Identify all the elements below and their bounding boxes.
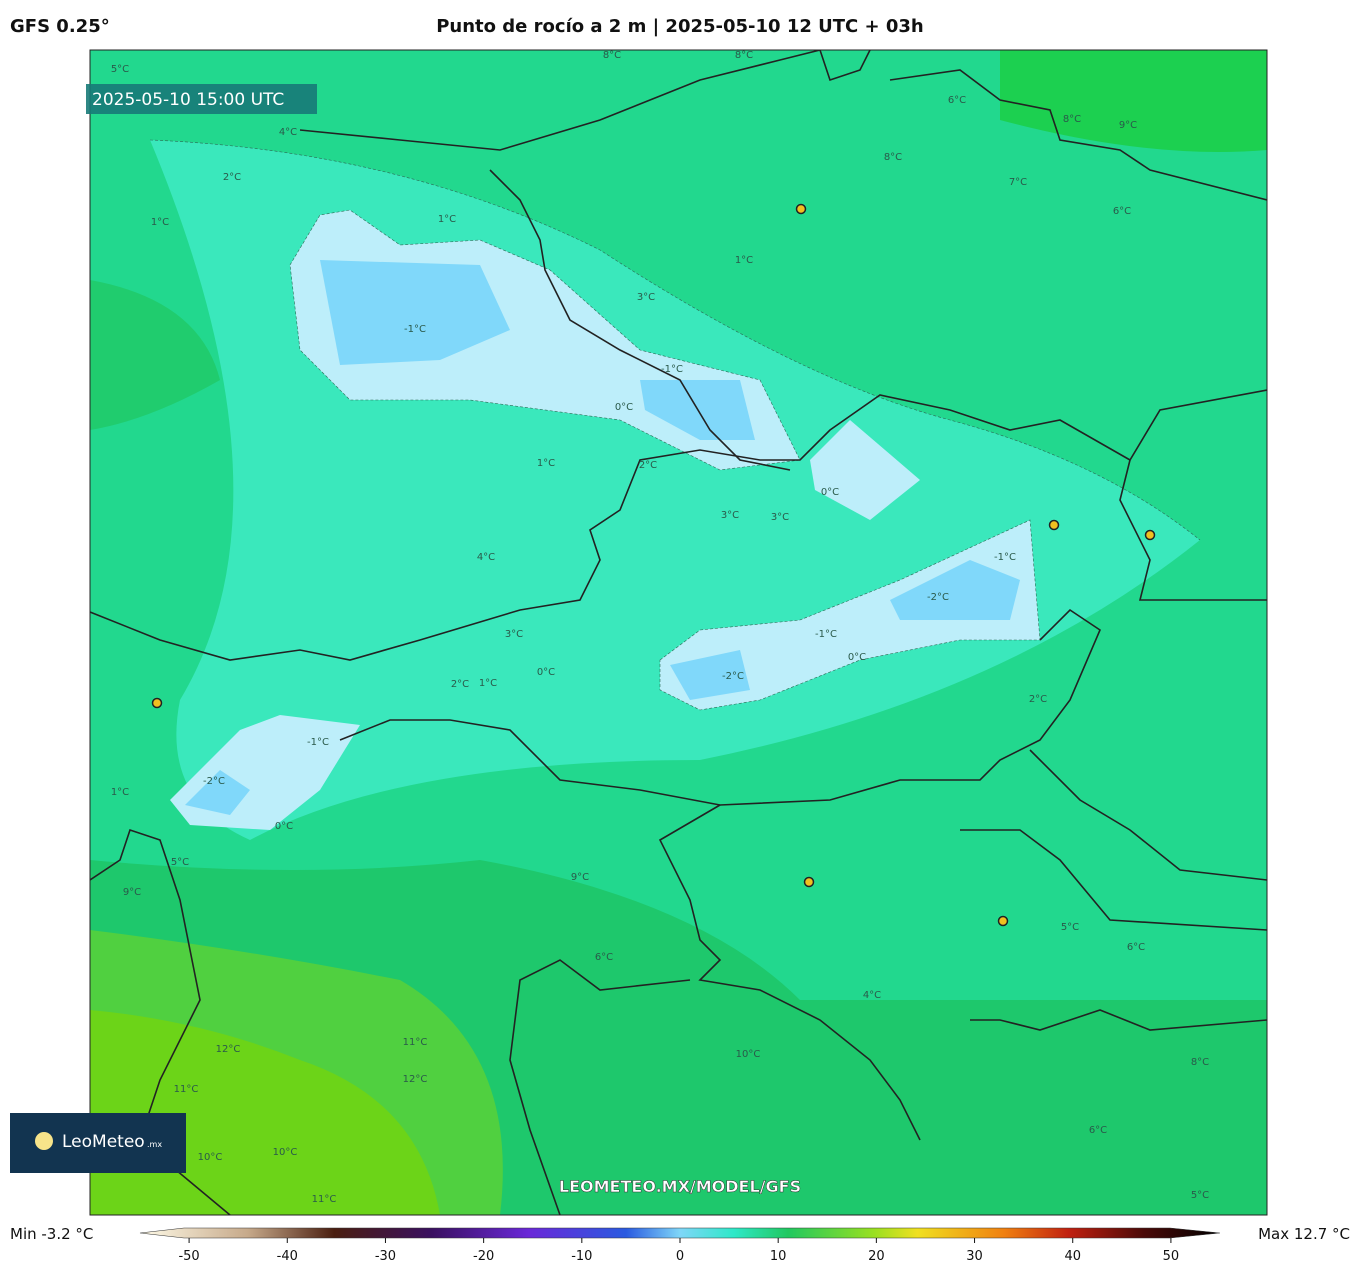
contour-label: 9°C xyxy=(123,887,141,898)
contour-label: 6°C xyxy=(1089,1125,1107,1136)
contour-label: 8°C xyxy=(884,152,902,163)
contour-label: 1°C xyxy=(735,255,753,266)
contour-label: 5°C xyxy=(111,64,129,75)
contour-label: 9°C xyxy=(1119,120,1137,131)
contour-label: 2°C xyxy=(451,679,469,690)
contour-label: -1°C xyxy=(404,324,426,335)
watermark: LEOMETEO.MX/MODEL/GFS xyxy=(559,1177,801,1196)
colorbar-tick-label: 10 xyxy=(770,1249,787,1263)
contour-label: 10°C xyxy=(736,1049,761,1060)
colorbar-tick-label: 40 xyxy=(1064,1249,1081,1263)
contour-label: -1°C xyxy=(994,552,1016,563)
contour-label: 5°C xyxy=(1061,922,1079,933)
time-badge xyxy=(86,84,317,114)
colorbar-tick-label: 0 xyxy=(676,1249,684,1263)
logo-sun xyxy=(35,1132,53,1150)
contour-label: 4°C xyxy=(279,127,297,138)
contour-label: 7°C xyxy=(1009,177,1027,188)
contour-label: 8°C xyxy=(735,50,753,61)
contour-label: 12°C xyxy=(216,1044,241,1055)
contour-label: -2°C xyxy=(203,776,225,787)
contour-label: 0°C xyxy=(821,487,839,498)
colorbar-tick-label: -10 xyxy=(571,1249,592,1263)
contour-label: 5°C xyxy=(1191,1190,1209,1201)
map: 5°C 4°C 2°C 1°C 8°C 8°C 6°C 8°C 9°C 8°C 7°C 6°C 1°C -… xyxy=(90,50,1267,1215)
contour-label: 6°C xyxy=(1127,942,1145,953)
contour-label: 8°C xyxy=(1191,1057,1209,1068)
contour-label: 10°C xyxy=(273,1147,298,1158)
colorbar-tick-label: 50 xyxy=(1163,1249,1180,1263)
contour-label: -2°C xyxy=(927,592,949,603)
contour-label: -1°C xyxy=(307,737,329,748)
contour-label: 4°C xyxy=(477,552,495,563)
cities xyxy=(151,203,1156,927)
contour-label: 1°C xyxy=(111,787,129,798)
contour-label: 2°C xyxy=(639,460,657,471)
contour-label: 11°C xyxy=(403,1037,428,1048)
contour-label: -1°C xyxy=(661,364,683,375)
map-frame xyxy=(89,49,1268,1216)
colorbar-tick-label: -40 xyxy=(277,1249,298,1263)
colorbar-tick-label: 20 xyxy=(868,1249,885,1263)
contour-label: 2°C xyxy=(1029,694,1047,705)
colorbar xyxy=(139,1227,1221,1239)
contour-label: 3°C xyxy=(771,512,789,523)
contour-label: 1°C xyxy=(479,678,497,689)
contour-label: 4°C xyxy=(863,990,881,1001)
colorbar-tick-label: 30 xyxy=(966,1249,983,1263)
contour-label: 6°C xyxy=(595,952,613,963)
contour-label: 11°C xyxy=(312,1194,337,1205)
contour-label: 6°C xyxy=(1113,206,1131,217)
valid-time: 2025-05-10 15:00 UTC xyxy=(92,90,284,110)
model-name: GFS 0.25° xyxy=(10,16,110,37)
min-label: Min -3.2 °C xyxy=(10,1225,93,1243)
logo-name: LeoMeteo xyxy=(62,1132,145,1152)
contour-label: 2°C xyxy=(223,172,241,183)
contour-label: 5°C xyxy=(171,857,189,868)
colorbar-tick-label: -20 xyxy=(473,1249,494,1263)
contour-label: 1°C xyxy=(537,458,555,469)
contour-label: 8°C xyxy=(1063,114,1081,125)
contour-label: 3°C xyxy=(505,629,523,640)
contour-label: 0°C xyxy=(848,652,866,663)
map-title: Punto de rocío a 2 m | 2025-05-10 12 UTC… xyxy=(436,16,924,37)
contour-label: 0°C xyxy=(537,667,555,678)
contour-label: 3°C xyxy=(637,292,655,303)
max-label: Max 12.7 °C xyxy=(1258,1225,1350,1243)
contour-label: 11°C xyxy=(174,1084,199,1095)
contour-label: 0°C xyxy=(275,821,293,832)
contour-label: 1°C xyxy=(151,217,169,228)
contour-label: 0°C xyxy=(615,402,633,413)
contour-label: 6°C xyxy=(948,95,966,106)
contour-label: -1°C xyxy=(815,629,837,640)
contour-label: 8°C xyxy=(603,50,621,61)
logo-suffix: .mx xyxy=(147,1140,162,1149)
contour-label: 9°C xyxy=(571,872,589,883)
contour-label: -2°C xyxy=(722,671,744,682)
contour-label: 10°C xyxy=(198,1152,223,1163)
colorbar-tick-label: -30 xyxy=(375,1249,396,1263)
colorbar-tick-label: -50 xyxy=(178,1249,199,1263)
contour-label: 1°C xyxy=(438,214,456,225)
contour-label: 12°C xyxy=(403,1074,428,1085)
contour-label: 3°C xyxy=(721,510,739,521)
